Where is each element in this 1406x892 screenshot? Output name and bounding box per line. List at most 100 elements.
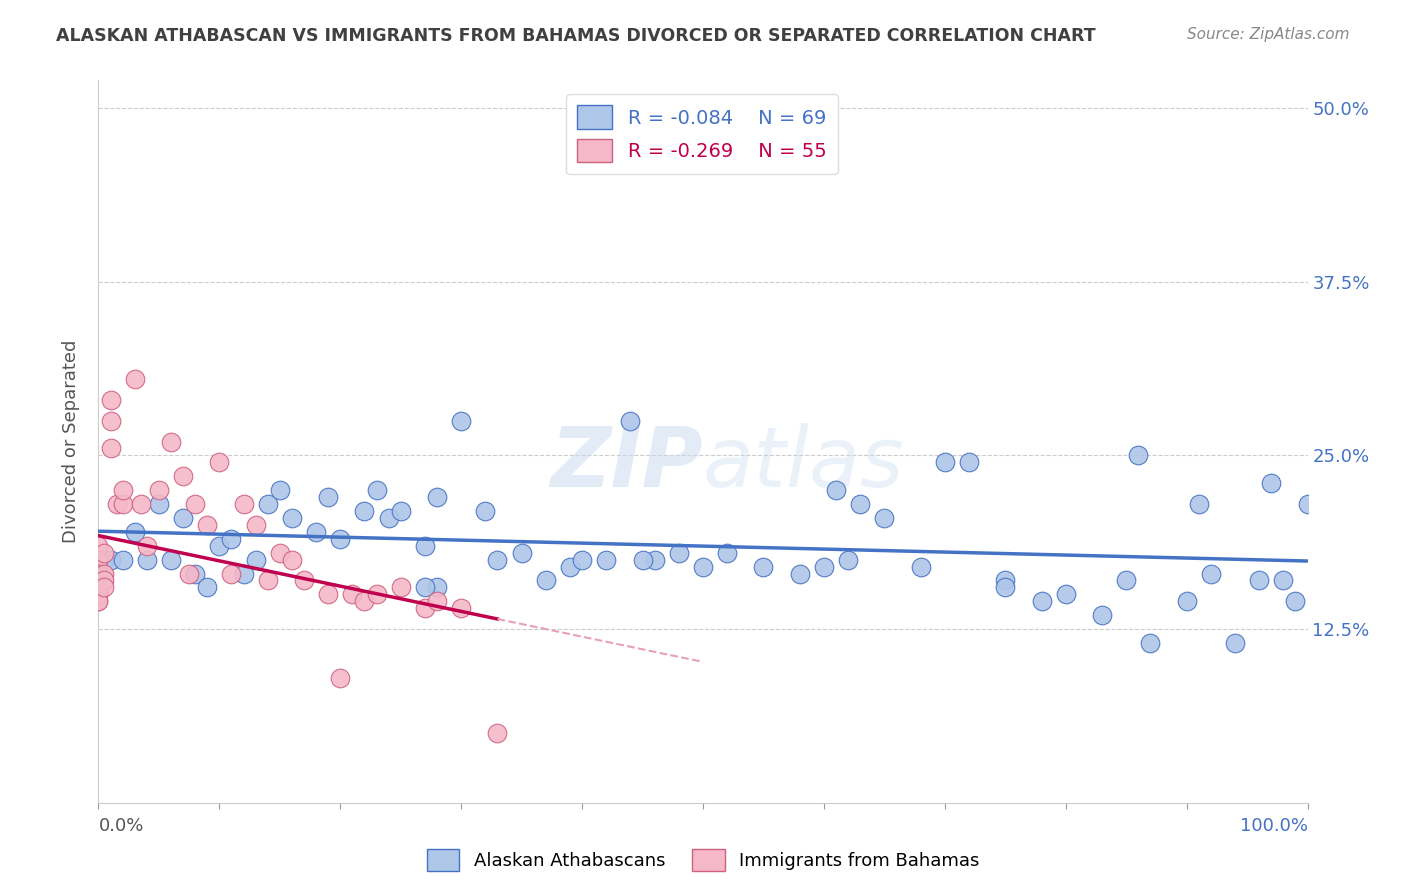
Point <box>292 574 315 588</box>
Point <box>486 726 509 740</box>
Point <box>281 511 304 525</box>
Point <box>256 574 278 588</box>
Point <box>389 581 412 595</box>
Point <box>148 497 170 511</box>
Point <box>825 483 848 498</box>
Point <box>87 581 110 595</box>
Point <box>305 524 328 539</box>
Legend: R = -0.084    N = 69, R = -0.269    N = 55: R = -0.084 N = 69, R = -0.269 N = 55 <box>565 94 838 174</box>
Point <box>595 552 617 566</box>
Point <box>474 504 496 518</box>
Text: 0.0%: 0.0% <box>98 817 143 835</box>
Point <box>1128 449 1150 463</box>
Point <box>184 497 207 511</box>
Point <box>849 497 872 511</box>
Point <box>619 414 641 428</box>
Point <box>221 566 243 581</box>
Point <box>389 504 412 518</box>
Point <box>837 552 859 566</box>
Point <box>631 552 654 566</box>
Point <box>1272 574 1295 588</box>
Point <box>87 594 110 608</box>
Point <box>135 552 157 566</box>
Point <box>316 587 339 601</box>
Point <box>221 532 243 546</box>
Point <box>510 546 533 560</box>
Point <box>232 497 254 511</box>
Point <box>195 581 218 595</box>
Point <box>1175 594 1198 608</box>
Legend: Alaskan Athabascans, Immigrants from Bahamas: Alaskan Athabascans, Immigrants from Bah… <box>419 842 987 879</box>
Point <box>124 372 146 386</box>
Point <box>105 497 128 511</box>
Point <box>934 455 956 469</box>
Point <box>87 587 110 601</box>
Point <box>87 552 110 566</box>
Point <box>87 581 110 595</box>
Point <box>534 574 557 588</box>
Point <box>87 587 110 601</box>
Point <box>172 469 194 483</box>
Point <box>692 559 714 574</box>
Point <box>87 581 110 595</box>
Point <box>1139 636 1161 650</box>
Point <box>413 539 436 553</box>
Point <box>172 511 194 525</box>
Point <box>644 552 666 566</box>
Point <box>1223 636 1246 650</box>
Point <box>269 546 291 560</box>
Point <box>93 552 115 566</box>
Point <box>1188 497 1211 511</box>
Point <box>329 532 352 546</box>
Point <box>413 601 436 615</box>
Text: ZIP: ZIP <box>550 423 703 504</box>
Point <box>450 414 472 428</box>
Point <box>957 455 980 469</box>
Point <box>910 559 932 574</box>
Point <box>256 497 278 511</box>
Point <box>1031 594 1053 608</box>
Text: atlas: atlas <box>703 423 904 504</box>
Point <box>87 539 110 553</box>
Point <box>87 587 110 601</box>
Point <box>281 552 304 566</box>
Point <box>1091 608 1114 623</box>
Point <box>426 594 449 608</box>
Point <box>1284 594 1306 608</box>
Point <box>1199 566 1222 581</box>
Point <box>426 581 449 595</box>
Point <box>135 539 157 553</box>
Point <box>366 483 388 498</box>
Point <box>111 483 134 498</box>
Point <box>1260 476 1282 491</box>
Point <box>100 392 122 407</box>
Point <box>752 559 775 574</box>
Point <box>100 552 122 566</box>
Point <box>342 587 364 601</box>
Point <box>87 581 110 595</box>
Point <box>1115 574 1137 588</box>
Point <box>87 581 110 595</box>
Point <box>124 524 146 539</box>
Point <box>208 455 231 469</box>
Point <box>426 490 449 504</box>
Point <box>994 574 1017 588</box>
Point <box>245 517 267 532</box>
Point <box>269 483 291 498</box>
Point <box>87 566 110 581</box>
Point <box>160 552 183 566</box>
Point <box>413 581 436 595</box>
Point <box>716 546 738 560</box>
Point <box>353 594 375 608</box>
Point <box>148 483 170 498</box>
Point <box>87 574 110 588</box>
Point <box>87 566 110 581</box>
Point <box>87 552 110 566</box>
Point <box>486 552 509 566</box>
Point <box>100 442 122 456</box>
Point <box>1054 587 1077 601</box>
Point <box>93 566 115 581</box>
Point <box>208 539 231 553</box>
Point <box>93 546 115 560</box>
Point <box>87 574 110 588</box>
